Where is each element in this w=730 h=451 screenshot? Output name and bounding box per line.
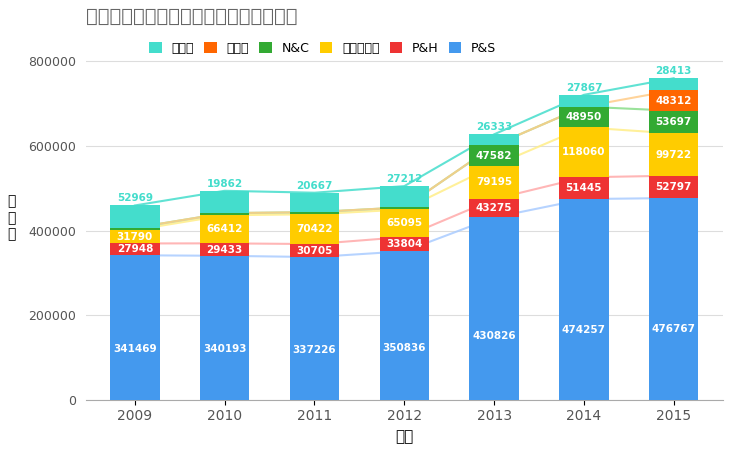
Text: 52797: 52797 [656,182,692,192]
Bar [110,255,160,400]
Bar [200,213,250,215]
Text: 48950: 48950 [566,112,602,122]
Bar [649,133,699,176]
Text: 476767: 476767 [652,324,696,334]
Text: 19862: 19862 [207,179,243,189]
Text: 51445: 51445 [566,183,602,193]
Text: ブラザー工業のセグメント別売上高推移: ブラザー工業のセグメント別売上高推移 [85,7,297,26]
Text: 33804: 33804 [386,239,423,249]
Bar [380,207,429,209]
Bar [559,127,609,177]
Text: 79195: 79195 [476,177,512,187]
Bar [380,251,429,400]
Text: 43275: 43275 [476,203,512,213]
Bar [200,256,250,400]
Text: 20667: 20667 [296,180,333,191]
Bar [200,215,250,244]
Text: 27212: 27212 [386,174,423,184]
Bar [649,198,699,400]
Y-axis label: 売
上
高: 売 上 高 [7,194,15,241]
Bar [469,146,519,166]
Bar [290,212,339,214]
Bar [290,257,339,400]
Text: 31790: 31790 [117,232,153,242]
Text: 118060: 118060 [562,147,606,157]
X-axis label: 年度: 年度 [395,429,413,444]
Text: 48312: 48312 [656,96,692,106]
Bar [110,206,160,228]
Text: 350836: 350836 [383,343,426,353]
Text: 65095: 65095 [386,218,423,228]
Bar [559,177,609,199]
Text: 52969: 52969 [117,193,153,203]
Text: 27867: 27867 [566,83,602,93]
Bar [200,244,250,256]
Bar [559,106,609,127]
Bar [469,199,519,217]
Text: 430826: 430826 [472,331,516,341]
Text: 28413: 28413 [656,66,692,76]
Bar [110,230,160,244]
Bar [290,193,339,212]
Bar [380,186,429,207]
Bar [290,244,339,257]
Text: 66412: 66412 [207,224,243,235]
Bar [649,90,699,111]
Text: 26333: 26333 [476,122,512,132]
Bar [649,176,699,198]
Text: 337226: 337226 [293,345,337,355]
Bar [469,166,519,199]
Text: 70422: 70422 [296,224,333,234]
Text: 47582: 47582 [476,151,512,161]
Text: 30705: 30705 [296,246,333,256]
Bar [380,209,429,237]
Text: 29433: 29433 [207,244,243,254]
Bar [380,237,429,251]
Text: 474257: 474257 [562,325,606,335]
Bar [649,78,699,90]
Text: 27948: 27948 [117,244,153,254]
Bar [290,214,339,244]
Text: 341469: 341469 [113,344,157,354]
Bar [110,228,160,230]
Bar [469,134,519,146]
Bar [559,199,609,400]
Bar [200,191,250,213]
Bar [469,217,519,400]
Bar [649,111,699,133]
Bar [559,95,609,106]
Text: 340193: 340193 [203,345,247,354]
Legend: その他, ドミノ, N&C, マシナリー, P&H, P&S: その他, ドミノ, N&C, マシナリー, P&H, P&S [149,42,496,55]
Bar [110,244,160,255]
Text: 53697: 53697 [656,117,692,127]
Text: 99722: 99722 [656,150,692,160]
